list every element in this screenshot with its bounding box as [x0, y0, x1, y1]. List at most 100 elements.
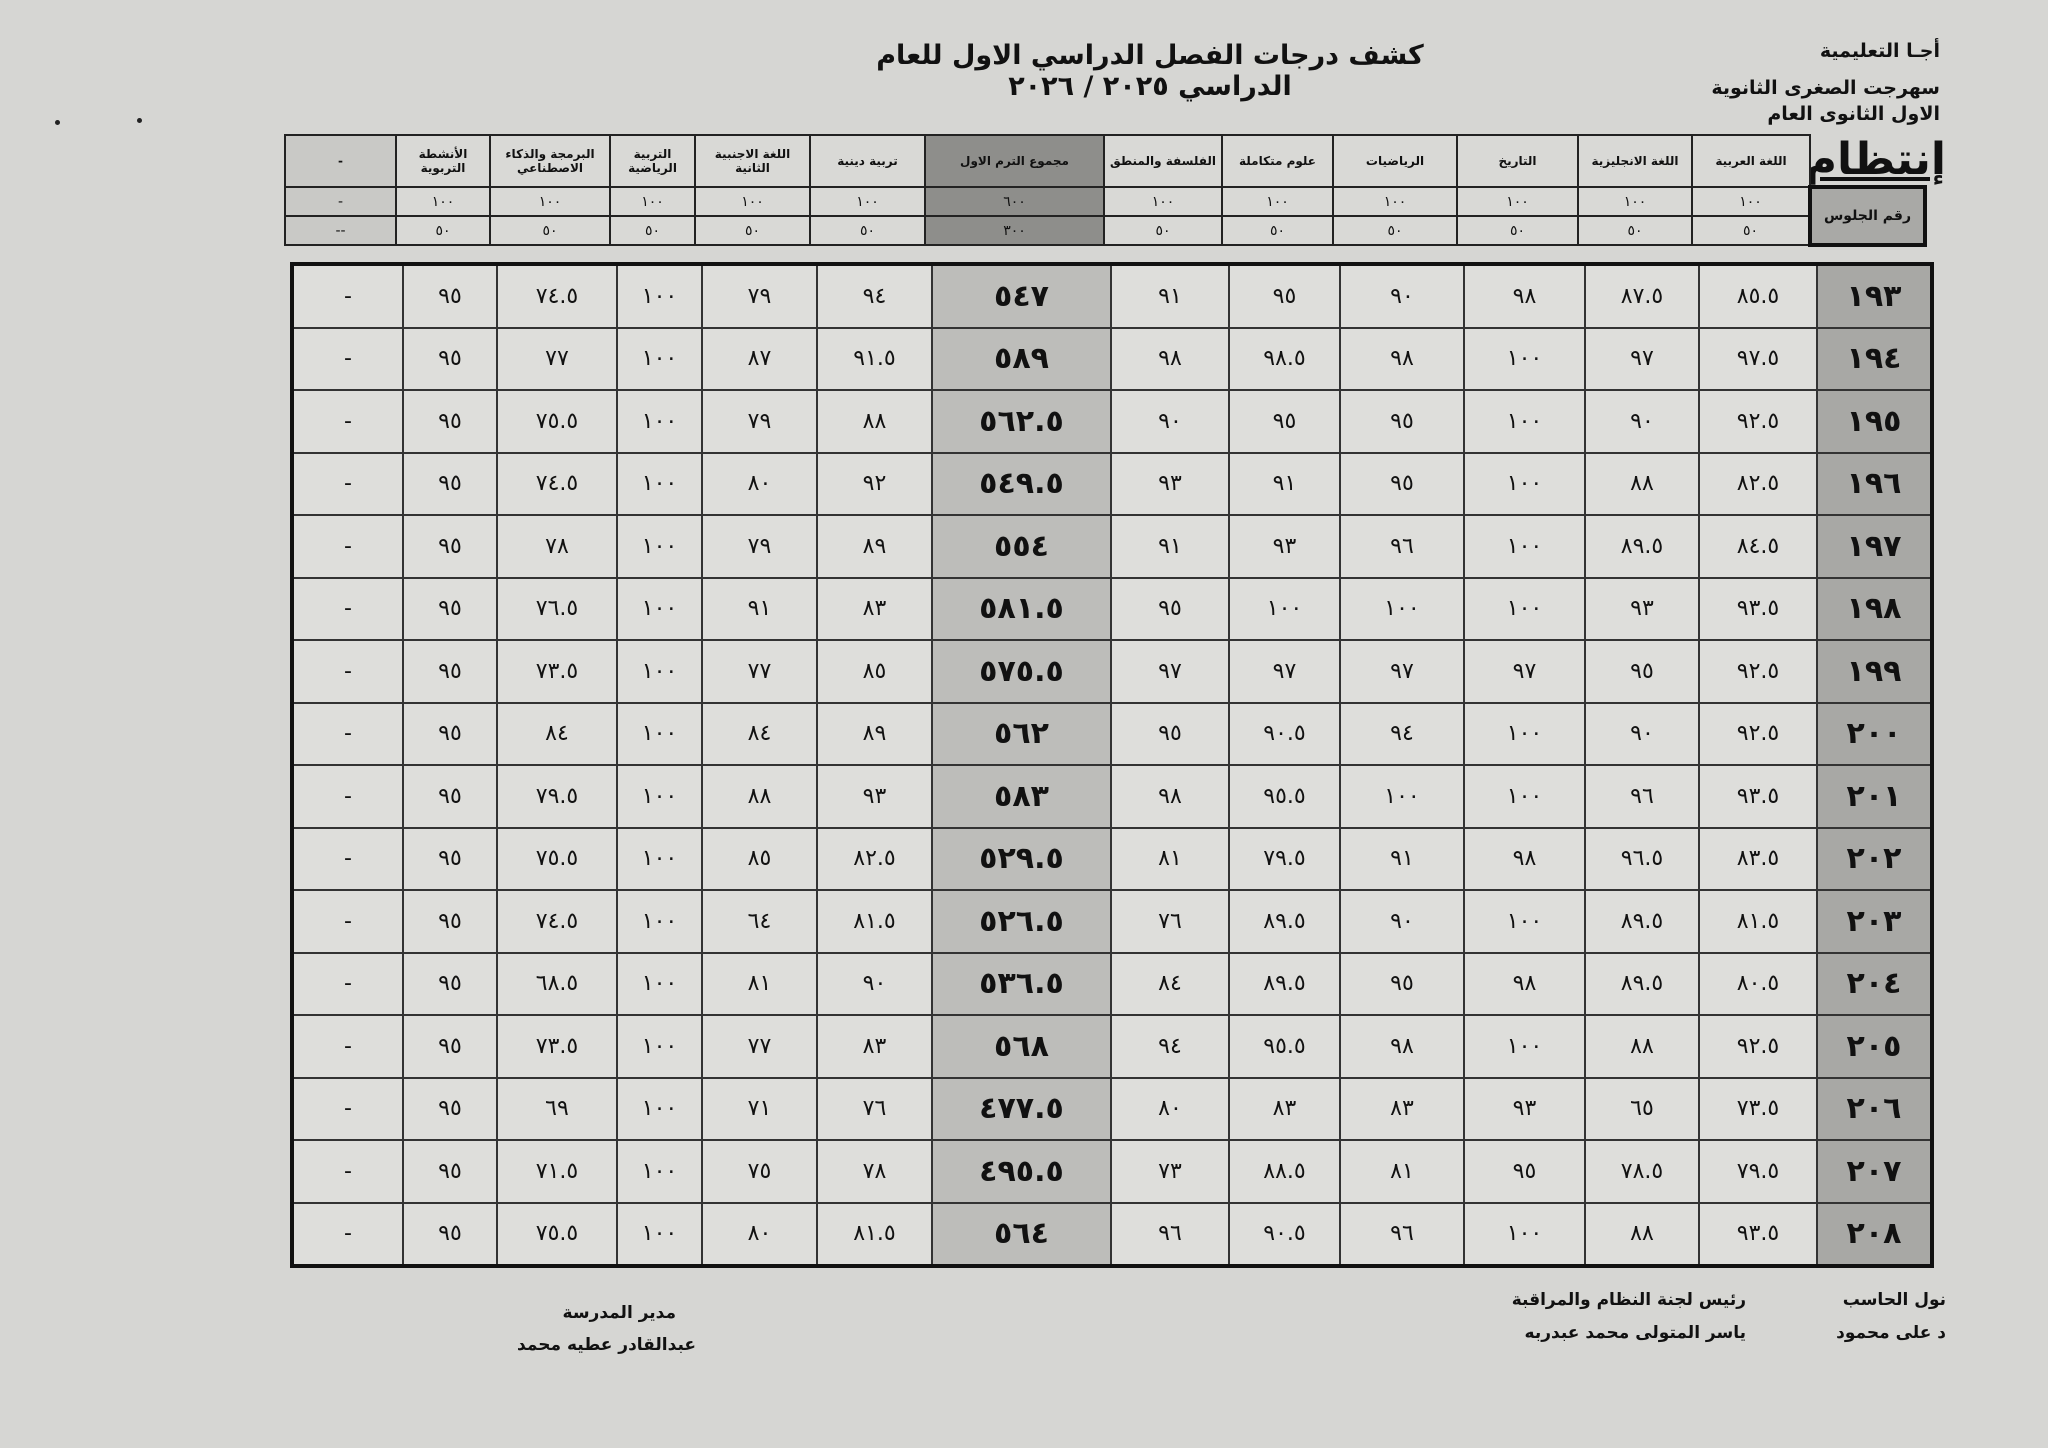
- cell-math: ٩٥: [1339, 451, 1465, 516]
- cell-arabic: ٩٢.٥: [1698, 639, 1818, 704]
- cell-english: ٩٦.٥: [1584, 826, 1700, 891]
- cell-second-language: ٧٩: [701, 263, 818, 329]
- cell-seat: ٢٠١: [1816, 764, 1933, 829]
- min-score-arabic: ٥٠: [1691, 215, 1811, 246]
- column-header-activities: الأنشطة التربوية: [395, 134, 491, 188]
- column-header-english: اللغة الانجليزية: [1577, 134, 1693, 188]
- cell-philosophy: ٧٦: [1110, 889, 1230, 954]
- cell-physical-education: ١٠٠: [616, 701, 703, 766]
- cell-english: ٨٨: [1584, 1201, 1700, 1267]
- cell-arabic: ٩٢.٥: [1698, 389, 1818, 454]
- table-row: ٢٠٦ ٧٣.٥ ٦٥ ٩٣ ٨٣ ٨٣ ٨٠ ٤٧٧.٥ ٧٦ ٧١ ١٠٠ ٦٩ ٩٥-: [291, 1076, 1933, 1141]
- max-score-english: ١٠٠: [1577, 186, 1693, 217]
- cell-history: ١٠٠: [1463, 326, 1586, 391]
- school-name: سهرجت الصغرى الثانوية: [1711, 77, 1940, 99]
- max-score-history: ١٠٠: [1456, 186, 1579, 217]
- max-score-arabic: ١٠٠: [1691, 186, 1811, 217]
- cell-english: ٩٧: [1584, 326, 1700, 391]
- cell-religion: ٨٣: [816, 576, 933, 641]
- cell-extra: -: [291, 514, 404, 579]
- cell-activities: ٩٥: [402, 1201, 498, 1267]
- cell-total: ٥٢٦.٥: [931, 889, 1112, 954]
- cell-second-language: ٧٧: [701, 1014, 818, 1079]
- cell-science: ٩٣: [1228, 514, 1341, 579]
- cell-physical-education: ١٠٠: [616, 451, 703, 516]
- table-row: ٢٠٨ ٩٣.٥ ٨٨ ١٠٠ ٩٦ ٩٠.٥ ٩٦ ٥٦٤ ٨١.٥ ٨٠ ١٠٠ ٧٥.٥ ٩٥-: [291, 1201, 1933, 1267]
- column-header-history: التاريخ: [1456, 134, 1579, 188]
- cell-extra: -: [291, 263, 404, 329]
- cell-religion: ٨٨: [816, 389, 933, 454]
- cell-programming-ai: ٧٥.٥: [496, 826, 618, 891]
- cell-second-language: ٨٨: [701, 764, 818, 829]
- cell-religion: ٩٣: [816, 764, 933, 829]
- column-header-philosophy: الفلسفة والمنطق: [1103, 134, 1223, 188]
- cell-total: ٥٨١.٥: [931, 576, 1112, 641]
- status-label: إنتظام: [1804, 134, 1946, 185]
- cell-religion: ٨١.٥: [816, 1201, 933, 1267]
- cell-religion: ٨١.٥: [816, 889, 933, 954]
- cell-science: ٩٠.٥: [1228, 701, 1341, 766]
- cell-seat: ٢٠٥: [1816, 1014, 1933, 1079]
- cell-programming-ai: ٧٧: [496, 326, 618, 391]
- cell-total: ٥٥٤: [931, 514, 1112, 579]
- cell-extra: -: [291, 701, 404, 766]
- cell-total: ٥٨٩: [931, 326, 1112, 391]
- min-score-second-language: ٥٠: [694, 215, 811, 246]
- cell-religion: ٨٥: [816, 639, 933, 704]
- table-row: ٢٠٧ ٧٩.٥ ٧٨.٥ ٩٥ ٨١ ٨٨.٥ ٧٣ ٤٩٥.٥ ٧٨ ٧٥ ١٠٠ ٧١.٥ ٩٥-: [291, 1139, 1933, 1204]
- cell-second-language: ٧٥: [701, 1139, 818, 1204]
- cell-programming-ai: ٧٣.٥: [496, 639, 618, 704]
- cell-philosophy: ٩٧: [1110, 639, 1230, 704]
- cell-philosophy: ٩٤: [1110, 1014, 1230, 1079]
- max-score-activities: ١٠٠: [395, 186, 491, 217]
- max-score-programming-ai: ١٠٠: [489, 186, 611, 217]
- cell-history: ١٠٠: [1463, 451, 1586, 516]
- cell-total: ٥٨٣: [931, 764, 1112, 829]
- column-header-physical-education: التربية الرياضية: [609, 134, 696, 188]
- cell-arabic: ٨٣.٥: [1698, 826, 1818, 891]
- cell-english: ٩٦: [1584, 764, 1700, 829]
- cell-history: ٩٨: [1463, 951, 1586, 1016]
- column-header-programming-ai: البرمجة والذكاء الاصطناعي: [489, 134, 611, 188]
- cell-history: ٩٥: [1463, 1139, 1586, 1204]
- cell-science: ٨٩.٥: [1228, 951, 1341, 1016]
- cell-total: ٥٤٩.٥: [931, 451, 1112, 516]
- cell-math: ٩٥: [1339, 389, 1465, 454]
- cell-total: ٥٦٤: [931, 1201, 1112, 1267]
- cell-extra: -: [291, 1014, 404, 1079]
- cell-english: ٩٥: [1584, 639, 1700, 704]
- cell-activities: ٩٥: [402, 389, 498, 454]
- table-row: ١٩٧ ٨٤.٥ ٨٩.٥ ١٠٠ ٩٦ ٩٣ ٩١ ٥٥٤ ٨٩ ٧٩ ١٠٠ ٧٨ ٩٥-: [291, 514, 1933, 579]
- committee-head-title: رئيس لجنة النظام والمراقبة: [1511, 1290, 1746, 1310]
- computer-officer-name: د على محمود: [1836, 1323, 1946, 1343]
- cell-second-language: ٩١: [701, 576, 818, 641]
- max-score-physical-education: ١٠٠: [609, 186, 696, 217]
- table-row: ٢٠٣ ٨١.٥ ٨٩.٥ ١٠٠ ٩٠ ٨٩.٥ ٧٦ ٥٢٦.٥ ٨١.٥ ٦٤ ١٠٠ ٧٤.٥…: [291, 889, 1933, 954]
- max-score-religion: ١٠٠: [809, 186, 926, 217]
- cell-history: ١٠٠: [1463, 1201, 1586, 1267]
- cell-programming-ai: ٧٥.٥: [496, 1201, 618, 1267]
- cell-science: ٩٥.٥: [1228, 764, 1341, 829]
- cell-religion: ٨٩: [816, 514, 933, 579]
- table-row: ٢٠٥ ٩٢.٥ ٨٨ ١٠٠ ٩٨ ٩٥.٥ ٩٤ ٥٦٨ ٨٣ ٧٧ ١٠٠ ٧٣.٥ ٩٥-: [291, 1014, 1933, 1079]
- cell-physical-education: ١٠٠: [616, 514, 703, 579]
- column-header-science: علوم متكاملة: [1221, 134, 1334, 188]
- principal-title: مدير المدرسة: [562, 1303, 676, 1323]
- cell-physical-education: ١٠٠: [616, 639, 703, 704]
- cell-arabic: ٨٥.٥: [1698, 263, 1818, 329]
- cell-philosophy: ٩٨: [1110, 764, 1230, 829]
- cell-total: ٥٦٢.٥: [931, 389, 1112, 454]
- table-row: ٢٠١ ٩٣.٥ ٩٦ ١٠٠ ١٠٠ ٩٥.٥ ٩٨ ٥٨٣ ٩٣ ٨٨ ١٠٠ ٧٩.٥ ٩٥-: [291, 764, 1933, 829]
- cell-philosophy: ٩٣: [1110, 451, 1230, 516]
- cell-second-language: ٨٠: [701, 451, 818, 516]
- table-row: ١٩٨ ٩٣.٥ ٩٣ ١٠٠ ١٠٠ ١٠٠ ٩٥ ٥٨١.٥ ٨٣ ٩١ ١٠٠ ٧٦.٥ ٩٥-: [291, 576, 1933, 641]
- cell-religion: ٩٠: [816, 951, 933, 1016]
- cell-second-language: ٨٥: [701, 826, 818, 891]
- cell-extra: -: [291, 889, 404, 954]
- cell-history: ١٠٠: [1463, 764, 1586, 829]
- cell-extra: -: [291, 1076, 404, 1141]
- cell-arabic: ٧٩.٥: [1698, 1139, 1818, 1204]
- cell-extra: -: [291, 451, 404, 516]
- cell-english: ٨٧.٥: [1584, 263, 1700, 329]
- cell-history: ١٠٠: [1463, 514, 1586, 579]
